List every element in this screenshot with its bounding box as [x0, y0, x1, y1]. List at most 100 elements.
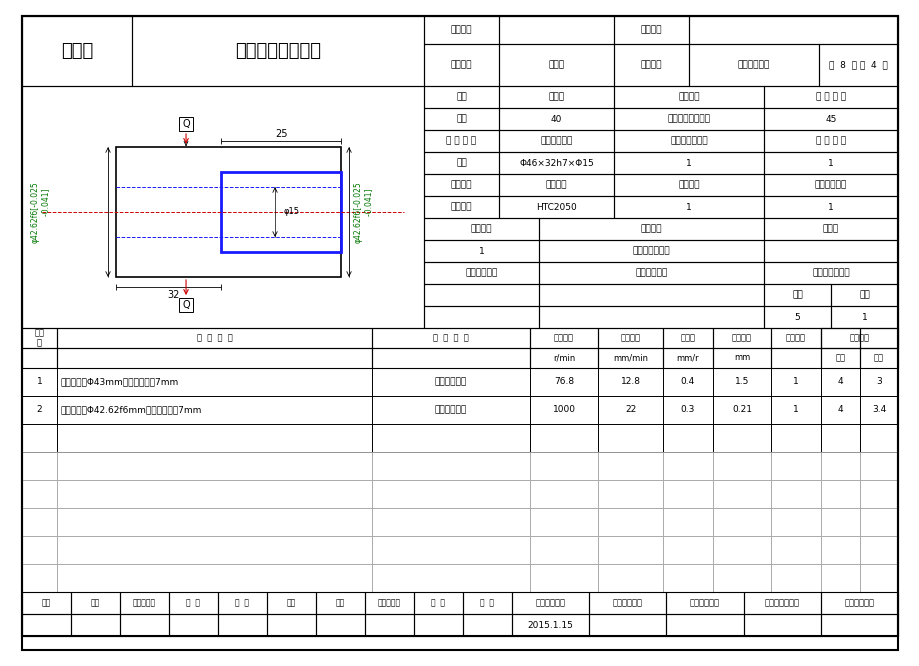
Text: 工步工时: 工步工时 — [848, 334, 868, 342]
Bar — [613, 174, 763, 196]
Bar — [859, 396, 897, 424]
Bar — [22, 452, 57, 480]
Bar — [529, 368, 597, 396]
Text: 1: 1 — [478, 246, 483, 256]
Bar — [539, 240, 763, 262]
Bar — [743, 614, 820, 636]
Bar — [57, 564, 371, 592]
Bar — [424, 174, 498, 196]
Text: 3.4: 3.4 — [871, 406, 885, 414]
Text: 精车外圆至Φ42.62f6mm，长度大约为7mm: 精车外圆至Φ42.62f6mm，长度大约为7mm — [61, 406, 202, 414]
Bar — [763, 130, 897, 152]
Text: 40: 40 — [550, 115, 562, 123]
Bar — [221, 172, 341, 252]
Bar — [770, 508, 820, 536]
Bar — [820, 536, 859, 564]
Bar — [512, 614, 588, 636]
Text: 机械加工工序卡片: 机械加工工序卡片 — [234, 42, 321, 60]
Bar — [820, 328, 859, 348]
Bar — [267, 592, 315, 614]
Text: 1000: 1000 — [552, 406, 575, 414]
Bar — [22, 564, 57, 592]
Bar — [529, 396, 597, 424]
Bar — [818, 44, 897, 86]
Bar — [22, 368, 57, 396]
Text: 设备型号: 设备型号 — [545, 180, 567, 190]
Bar — [859, 348, 897, 368]
Bar — [763, 108, 897, 130]
Bar — [663, 424, 712, 452]
Bar — [424, 218, 539, 240]
Bar — [539, 306, 763, 328]
Text: 产品型号: 产品型号 — [450, 25, 471, 35]
Bar — [820, 614, 897, 636]
Bar — [424, 130, 498, 152]
Text: 3: 3 — [875, 378, 881, 386]
Bar — [743, 592, 820, 614]
Text: 1: 1 — [792, 406, 798, 414]
Bar — [613, 196, 763, 218]
Bar — [529, 508, 597, 536]
Bar — [597, 452, 663, 480]
Bar — [597, 564, 663, 592]
Bar — [663, 348, 712, 368]
Bar — [424, 86, 498, 108]
Bar — [539, 218, 763, 240]
Bar — [763, 262, 897, 284]
Bar — [498, 108, 613, 130]
Bar — [57, 480, 371, 508]
Bar — [830, 306, 897, 328]
Bar — [462, 592, 512, 614]
Text: 夹具编号: 夹具编号 — [471, 224, 492, 234]
Bar — [365, 592, 414, 614]
Bar — [116, 147, 341, 277]
Text: 切削深度: 切削深度 — [732, 334, 751, 342]
Bar — [498, 130, 613, 152]
Text: 毛坯外形尺寸: 毛坯外形尺寸 — [539, 137, 572, 145]
Bar — [597, 348, 663, 368]
Bar — [613, 16, 688, 44]
Bar — [119, 614, 169, 636]
Text: 设计（日期）: 设计（日期） — [535, 599, 565, 607]
Bar — [529, 564, 597, 592]
Bar — [371, 368, 529, 396]
Bar — [365, 614, 414, 636]
Bar — [424, 108, 498, 130]
Text: 四爪自定心卡盘: 四爪自定心卡盘 — [632, 246, 670, 256]
Bar — [424, 44, 498, 86]
Text: 签  字: 签 字 — [187, 599, 200, 607]
Text: 4: 4 — [837, 406, 843, 414]
Bar — [71, 592, 119, 614]
Text: 标准化（日期）: 标准化（日期） — [764, 599, 799, 607]
Text: 1: 1 — [827, 159, 833, 168]
Text: 气动弹性夹具: 气动弹性夹具 — [435, 378, 467, 386]
Text: 4: 4 — [837, 378, 843, 386]
Text: φ42.62f6[-0.025
        -0.041]: φ42.62f6[-0.025 -0.041] — [30, 181, 50, 243]
Bar — [830, 284, 897, 306]
Text: 工  艺  装  备: 工 艺 装 备 — [433, 334, 469, 342]
Text: 进给量: 进给量 — [680, 334, 695, 342]
Text: 气动弹性夹具: 气动弹性夹具 — [435, 406, 467, 414]
Text: 每毛坯可制件数: 每毛坯可制件数 — [669, 137, 707, 145]
Text: 审核（日期）: 审核（日期） — [689, 599, 720, 607]
Bar — [22, 16, 131, 86]
Text: r/min: r/min — [552, 354, 574, 362]
Text: 单件: 单件 — [858, 290, 869, 300]
Text: 工序名称: 工序名称 — [677, 93, 699, 101]
Bar — [663, 508, 712, 536]
Text: 32: 32 — [167, 290, 179, 300]
Bar — [712, 328, 770, 348]
Bar — [613, 108, 763, 130]
Bar — [613, 86, 763, 108]
Bar — [462, 614, 512, 636]
Bar — [763, 174, 897, 196]
Bar — [371, 536, 529, 564]
Bar — [820, 592, 897, 614]
Text: 工位器具名称: 工位器具名称 — [635, 268, 667, 278]
Bar — [424, 152, 498, 174]
Bar — [859, 536, 897, 564]
Bar — [57, 368, 371, 396]
Bar — [371, 508, 529, 536]
Bar — [414, 592, 462, 614]
Bar — [57, 424, 371, 452]
